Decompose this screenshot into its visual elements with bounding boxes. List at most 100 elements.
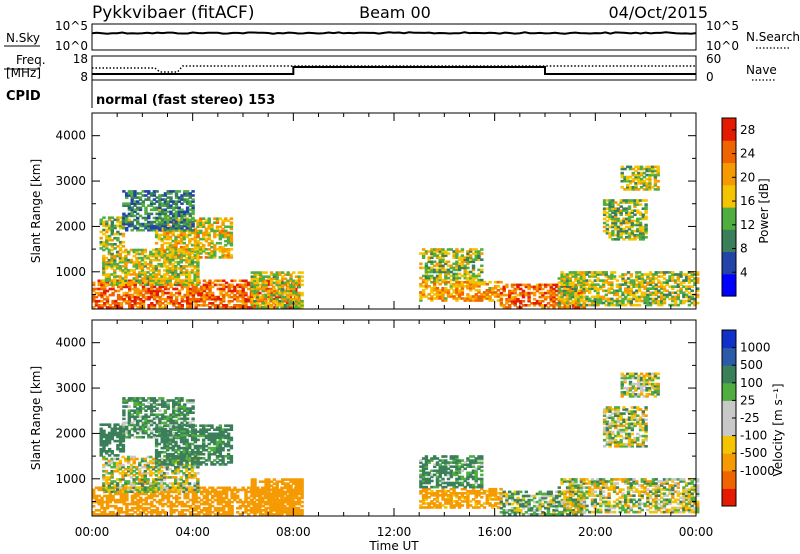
echo-cell: [642, 188, 646, 191]
echo-cell: [125, 285, 129, 289]
echo-cell: [527, 297, 531, 301]
echo-cell: [110, 243, 114, 246]
echo-cell: [626, 175, 630, 179]
echo-cell: [535, 283, 540, 287]
echo-cell: [577, 297, 581, 301]
echo-cell: [183, 200, 187, 203]
echo-cell: [530, 302, 534, 305]
echo-cell: [549, 291, 553, 295]
echo-cell: [463, 280, 467, 284]
echo-cell: [165, 484, 170, 487]
echo-cell: [568, 301, 573, 305]
echo-cell: [624, 289, 628, 293]
echo-cell: [185, 220, 190, 224]
echo-cell: [219, 506, 223, 510]
echo-cell: [455, 260, 459, 264]
echo-cell: [165, 269, 170, 272]
echo-cell: [185, 252, 189, 255]
echo-cell: [114, 498, 118, 502]
echo-cell: [255, 494, 259, 498]
echo-cell: [135, 252, 139, 256]
echo-cell: [103, 289, 107, 293]
echo-cell: [176, 275, 181, 278]
echo-cell: [294, 275, 299, 278]
echo-cell: [627, 233, 632, 237]
echo-cell: [158, 196, 162, 199]
echo-cell: [247, 500, 251, 504]
echo-cell: [171, 273, 175, 276]
echo-cell: [608, 201, 612, 204]
echo-cell: [541, 295, 545, 299]
echo-cell: [136, 504, 140, 508]
echo-cell: [157, 237, 162, 241]
echo-cell: [271, 285, 276, 289]
echo-cell: [188, 239, 192, 243]
echo-cell: [171, 476, 175, 479]
echo-cell: [140, 277, 145, 280]
echo-cell: [130, 513, 135, 516]
echo-cell: [621, 297, 625, 301]
echo-cell: [622, 229, 626, 233]
echo-cell: [185, 200, 190, 203]
echo-cell: [179, 239, 184, 243]
echo-cell: [289, 279, 293, 283]
echo-cell: [202, 297, 207, 301]
echo-cell: [160, 446, 164, 450]
echo-cell: [125, 216, 129, 220]
echo-cell: [204, 219, 209, 222]
echo-cell: [161, 297, 165, 301]
echo-cell: [177, 218, 181, 222]
echo-cell: [158, 285, 162, 289]
echo-cell: [190, 476, 195, 479]
echo-cell: [116, 439, 120, 443]
echo-cell: [119, 500, 124, 504]
echo-cell: [488, 289, 492, 292]
echo-cell: [158, 220, 162, 224]
echo-cell: [105, 220, 109, 224]
echo-cell: [136, 509, 140, 512]
echo-cell: [129, 273, 134, 276]
echo-cell: [625, 225, 629, 229]
echo-cell: [281, 281, 285, 285]
echo-cell: [175, 504, 179, 508]
echo-cell: [651, 275, 656, 278]
echo-cell: [172, 293, 176, 297]
echo-cell: [630, 229, 634, 233]
echo-cell: [260, 498, 265, 502]
echo-cell: [179, 256, 183, 260]
echo-cell: [107, 265, 111, 268]
echo-cell: [174, 222, 179, 226]
echo-cell: [222, 287, 226, 291]
echo-cell: [168, 262, 172, 266]
echo-cell: [604, 303, 608, 307]
echo-cell: [139, 304, 143, 307]
echo-cell: [147, 295, 151, 299]
echo-cell: [241, 289, 245, 293]
echo-cell: [527, 285, 531, 289]
echo-cell: [283, 277, 288, 281]
echo-cell: [636, 199, 640, 202]
echo-cell: [110, 433, 114, 437]
echo-cell: [656, 179, 660, 183]
echo-cell: [264, 283, 268, 287]
echo-cell: [196, 254, 200, 257]
echo-cell: [590, 303, 595, 307]
echo-cell: [676, 293, 680, 297]
echo-cell: [628, 167, 633, 171]
echo-cell: [552, 289, 556, 293]
echo-cell: [460, 291, 465, 294]
echo-cell: [197, 291, 201, 295]
echo-cell: [281, 289, 285, 293]
echo-cell: [107, 423, 112, 426]
echo-cell: [138, 208, 143, 212]
echo-cell: [139, 496, 143, 500]
echo-cell: [614, 233, 618, 237]
echo-cell: [252, 304, 256, 307]
echo-cell: [151, 277, 156, 280]
echo-cell: [648, 177, 652, 181]
echo-cell: [624, 303, 628, 307]
echo-cell: [297, 271, 301, 274]
echo-cell: [643, 291, 647, 295]
echo-cell: [455, 291, 459, 294]
echo-cell: [552, 302, 556, 305]
